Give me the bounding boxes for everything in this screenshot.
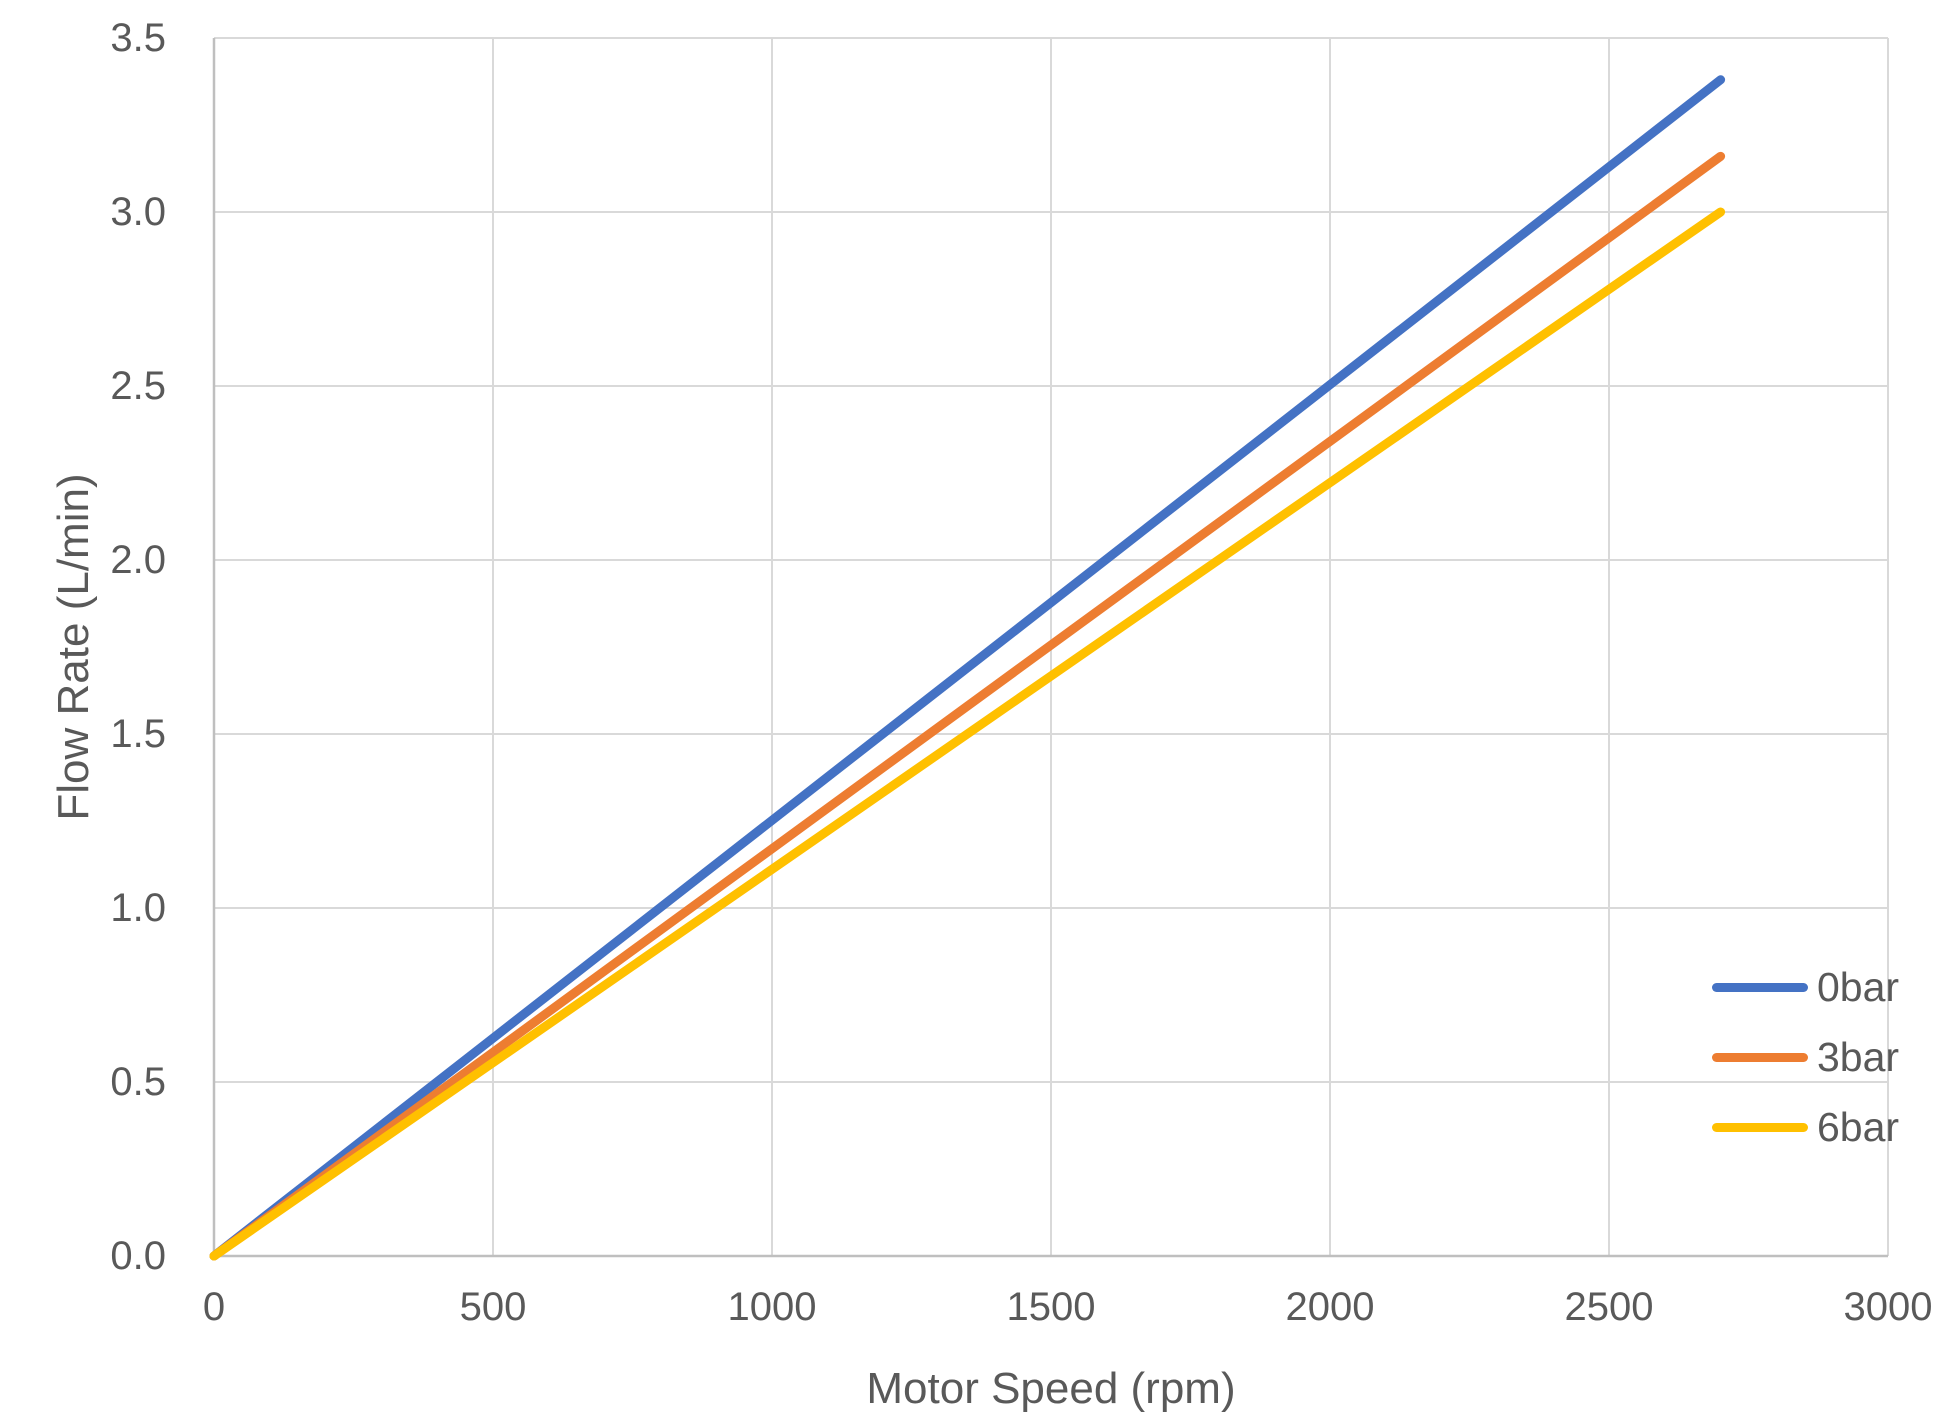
- x-tick-label: 500: [460, 1285, 527, 1329]
- x-axis-title: Motor Speed (rpm): [866, 1364, 1236, 1413]
- x-tick-label: 1000: [728, 1285, 817, 1329]
- y-tick-label: 0.0: [110, 1234, 166, 1278]
- x-tick-label: 0: [203, 1285, 225, 1329]
- y-tick-label: 0.5: [110, 1060, 166, 1104]
- series-line-6bar: [209, 207, 1726, 1261]
- y-tick-label: 2.5: [110, 364, 166, 408]
- y-tick-label: 3.0: [110, 190, 166, 234]
- series-line-0bar: [209, 75, 1726, 1261]
- y-tick-label: 2.0: [110, 538, 166, 582]
- y-axis-title: Flow Rate (L/min): [49, 473, 98, 821]
- y-tick-label: 1.0: [110, 886, 166, 930]
- y-tick-label: 3.5: [110, 16, 166, 60]
- x-tick-label: 2000: [1286, 1285, 1375, 1329]
- x-tick-label: 2500: [1565, 1285, 1654, 1329]
- x-tick-label: 3000: [1844, 1285, 1933, 1329]
- y-tick-label: 1.5: [110, 712, 166, 756]
- x-tick-label: 1500: [1007, 1285, 1096, 1329]
- series-line-3bar: [209, 151, 1726, 1261]
